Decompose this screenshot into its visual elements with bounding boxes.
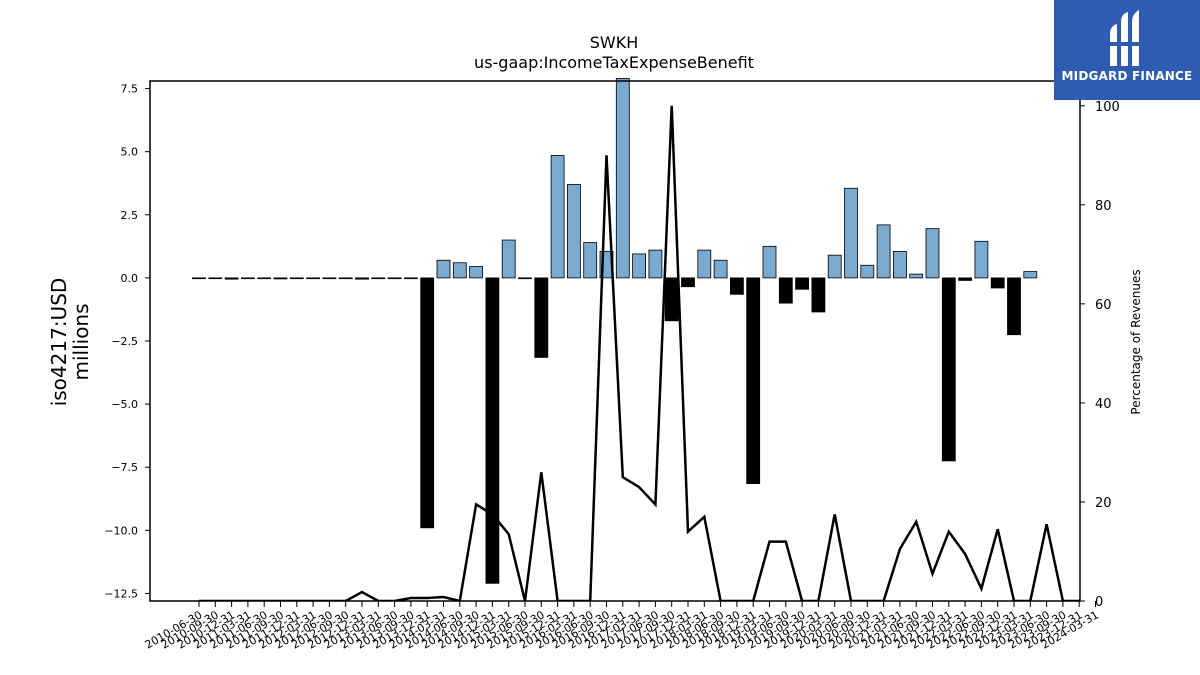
bar (583, 242, 598, 279)
y-axis-left-label-line: iso4217:USD (47, 278, 71, 407)
bar (273, 277, 288, 280)
bar (355, 277, 369, 280)
bar (518, 277, 532, 280)
bar (257, 277, 272, 280)
line-series (199, 105, 1080, 601)
y-tick-label: 2.5 (121, 209, 139, 222)
y-axis-right-label: Percentage of Revenues (1129, 269, 1143, 414)
chart-title: SWKH (590, 33, 639, 52)
bar (778, 277, 793, 304)
bar (240, 277, 255, 280)
bar (648, 249, 663, 279)
y-tick-label: 0.0 (121, 272, 139, 285)
bar (844, 187, 858, 279)
bar (860, 264, 875, 279)
y2-tick-label: 40 (1095, 397, 1112, 412)
bar (681, 277, 695, 288)
y-tick-label: 7.5 (121, 83, 139, 96)
chart-subtitle: us-gaap:IncomeTaxExpenseBenefit (474, 53, 754, 72)
bar (615, 78, 630, 279)
bar (306, 277, 321, 280)
bar (208, 277, 223, 280)
y-tick-label: −12.5 (104, 587, 138, 600)
bar (664, 277, 679, 322)
bar (338, 277, 353, 280)
y-axis-left: −12.5 −10.0 −7.5 −5.0 −2.5 0.0 2.5 5.0 7.5 (104, 83, 150, 600)
logo-mark-icon (1108, 10, 1144, 66)
bar (387, 277, 402, 280)
bar (697, 249, 712, 279)
bar (371, 277, 386, 280)
bar (322, 277, 337, 280)
bar (420, 277, 435, 529)
bar-series (192, 78, 1038, 584)
bar (534, 277, 549, 358)
bar (501, 239, 516, 279)
brand-logo: MIDGARD FINANCE (1054, 0, 1200, 100)
bar (876, 224, 891, 279)
bar (893, 250, 907, 279)
bar (827, 254, 842, 279)
y-tick-label: −2.5 (111, 335, 138, 348)
bar (224, 277, 239, 280)
bar (469, 266, 484, 279)
line-path (199, 105, 1080, 601)
bar (762, 245, 777, 279)
y-tick-label: −7.5 (111, 461, 138, 474)
y2-tick-label: 100 (1095, 100, 1120, 115)
bar (192, 277, 206, 280)
bar (632, 253, 646, 279)
y-tick-label: 5.0 (121, 146, 139, 159)
bar (811, 277, 826, 313)
y2-tick-label: 80 (1095, 199, 1112, 214)
bar (567, 184, 581, 279)
y-axis-right: 0 20 40 60 80 100 (1080, 100, 1120, 610)
bar (941, 277, 956, 462)
y2-tick-label: 60 (1095, 298, 1112, 313)
bar (990, 277, 1005, 289)
bar (925, 228, 940, 279)
bar (909, 273, 924, 279)
y-axis-left-label-line: millions (69, 303, 93, 380)
bar (1023, 271, 1038, 279)
bar (550, 155, 565, 279)
bar (713, 259, 728, 279)
logo-text: MIDGARD FINANCE (1061, 69, 1193, 83)
bar (974, 240, 989, 279)
y-tick-label: −10.0 (104, 524, 138, 537)
bar (958, 277, 972, 281)
bar (485, 277, 500, 584)
bar (403, 277, 418, 280)
y2-tick-label: 20 (1095, 496, 1112, 511)
bar (746, 277, 761, 485)
bar (730, 277, 744, 295)
y-tick-label: −5.0 (111, 398, 138, 411)
bar (1007, 277, 1021, 336)
bar (452, 262, 467, 279)
x-axis: 2010-06-302010-09-302010-12-312011-03-31… (143, 601, 1101, 652)
bar (289, 277, 304, 280)
bar (795, 277, 809, 290)
y2-tick-label: 0 (1095, 595, 1103, 610)
bar (436, 259, 451, 279)
